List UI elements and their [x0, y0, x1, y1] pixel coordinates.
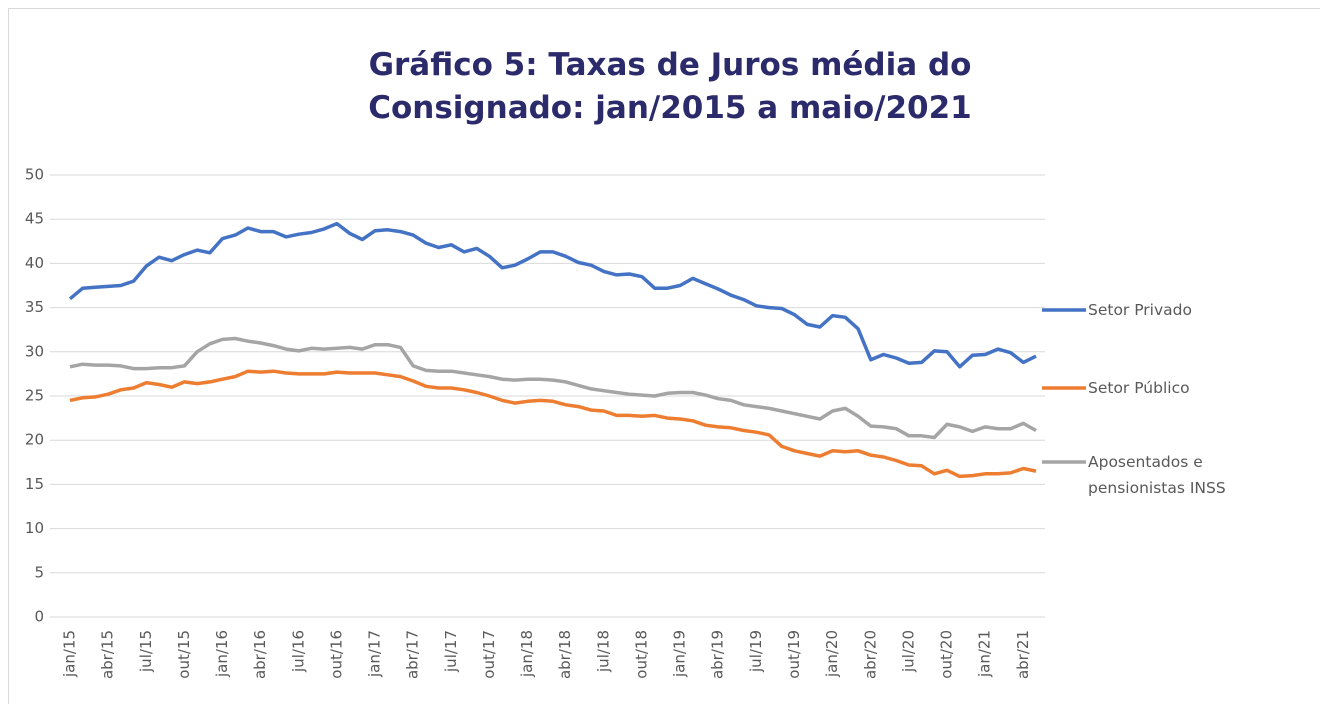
legend-label: Setor Privado [1088, 301, 1192, 319]
series-line [69, 369, 1037, 479]
x-tick-label: jan/17 [366, 630, 384, 678]
y-tick-label: 40 [25, 254, 44, 272]
y-tick-label: 45 [25, 210, 44, 228]
x-tick-label: jul/19 [747, 630, 765, 673]
x-tick-label: jul/15 [137, 630, 155, 673]
y-tick-label: 50 [25, 166, 44, 184]
x-tick-label: out/17 [480, 630, 498, 679]
x-tick-label: jul/18 [594, 630, 612, 673]
x-tick-label: jan/18 [518, 630, 536, 678]
y-tick-label: 35 [25, 298, 44, 316]
x-tick-label: abr/18 [556, 630, 574, 679]
x-tick-label: abr/16 [251, 630, 269, 679]
x-tick-label: jan/19 [671, 630, 689, 678]
x-tick-label: abr/20 [861, 630, 879, 679]
x-tick-label: jan/20 [823, 630, 841, 678]
x-tick-label: jan/16 [213, 630, 231, 678]
series-line [69, 336, 1037, 440]
x-tick-label: abr/15 [99, 630, 117, 679]
x-tick-label: out/15 [175, 630, 193, 679]
x-tick-label: jan/21 [976, 630, 994, 678]
x-tick-label: jul/20 [899, 630, 917, 673]
x-tick-label: jul/16 [289, 630, 307, 673]
series-line [68, 221, 1037, 369]
y-tick-label: 30 [25, 342, 44, 360]
y-tick-label: 0 [34, 608, 44, 626]
x-tick-label: out/20 [938, 630, 956, 679]
y-tick-label: 15 [25, 475, 44, 493]
x-tick-label: jul/17 [442, 630, 460, 673]
y-tick-label: 10 [25, 519, 44, 537]
legend-label: Aposentados e pensionistas INSS [1088, 453, 1226, 497]
x-tick-label: abr/21 [1014, 630, 1032, 679]
chart-frame [8, 8, 1320, 704]
y-tick-label: 5 [34, 563, 44, 581]
legend-label: Setor Público [1088, 379, 1190, 397]
chart-title: Gráfico 5: Taxas de Juros média do Consi… [368, 47, 972, 126]
x-tick-label: out/16 [327, 630, 345, 679]
x-tick-label: abr/19 [709, 630, 727, 679]
x-tick-label: abr/17 [404, 630, 422, 679]
y-tick-label: 25 [25, 387, 44, 405]
y-tick-label: 20 [25, 431, 44, 449]
x-tick-label: out/18 [632, 630, 650, 679]
x-tick-label: jan/15 [61, 630, 79, 678]
x-tick-label: out/19 [785, 630, 803, 679]
